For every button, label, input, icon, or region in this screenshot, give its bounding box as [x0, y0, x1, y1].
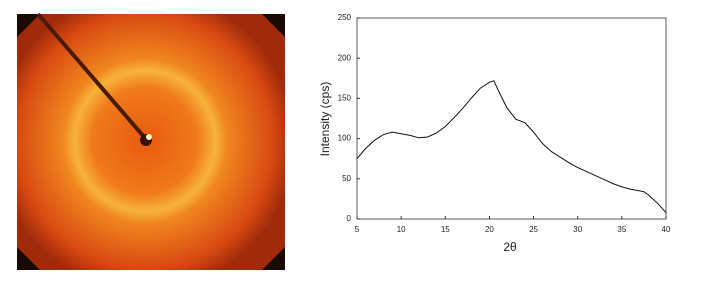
x-axis-label: 2θ	[503, 240, 517, 254]
x-tick-label: 5	[355, 225, 360, 234]
y-axis-label: Intensity (cps)	[318, 82, 332, 157]
plot-frame	[356, 17, 667, 220]
y-tick-label: 100	[338, 134, 352, 143]
y-tick-label: 200	[338, 53, 352, 62]
y-tick-label: 0	[347, 214, 352, 223]
y-tick-label: 50	[342, 174, 351, 183]
y-tick-label: 250	[338, 13, 352, 22]
x-tick-label: 30	[573, 225, 582, 234]
x-tick-label: 25	[529, 225, 538, 234]
x-tick-label: 40	[662, 225, 671, 234]
data-line	[356, 80, 667, 213]
diffraction-image	[17, 12, 285, 270]
x-tick-label: 20	[485, 225, 494, 234]
y-tick-label: 150	[338, 94, 352, 103]
x-tick-label: 10	[397, 225, 406, 234]
chart: 2θ Intensity (cps) 0 50 100 150 200 250 5 10 15 2…	[318, 13, 671, 254]
x-tick-label: 15	[441, 225, 450, 234]
x-tick-label: 35	[617, 225, 626, 234]
